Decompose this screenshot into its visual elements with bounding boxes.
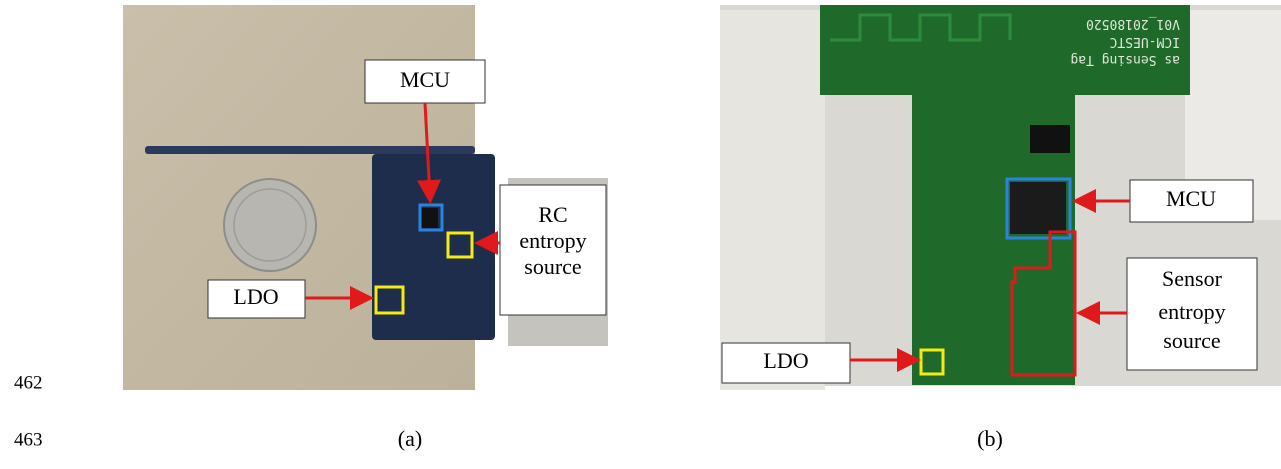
line-number: 462 <box>14 372 43 393</box>
label: MCU <box>1166 186 1216 211</box>
line-number: 463 <box>14 429 43 450</box>
label: source <box>524 254 581 279</box>
caption: (b) <box>977 426 1003 451</box>
board-text: as Sensing Tag <box>1070 52 1180 67</box>
board-text: V01_20180520 <box>1086 16 1180 31</box>
label: RC <box>538 202 567 227</box>
label: entropy <box>1158 299 1225 324</box>
label: MCU <box>400 67 450 92</box>
caption: (a) <box>398 426 422 451</box>
figure: 462 463 MCU RC entropy source LDO (a) <box>0 0 1281 469</box>
label: LDO <box>233 284 278 309</box>
board-text: ICM-UESTC <box>1110 34 1180 49</box>
label: Sensor <box>1162 266 1223 291</box>
label: source <box>1163 328 1220 353</box>
label: entropy <box>519 228 586 253</box>
label: LDO <box>763 348 808 373</box>
